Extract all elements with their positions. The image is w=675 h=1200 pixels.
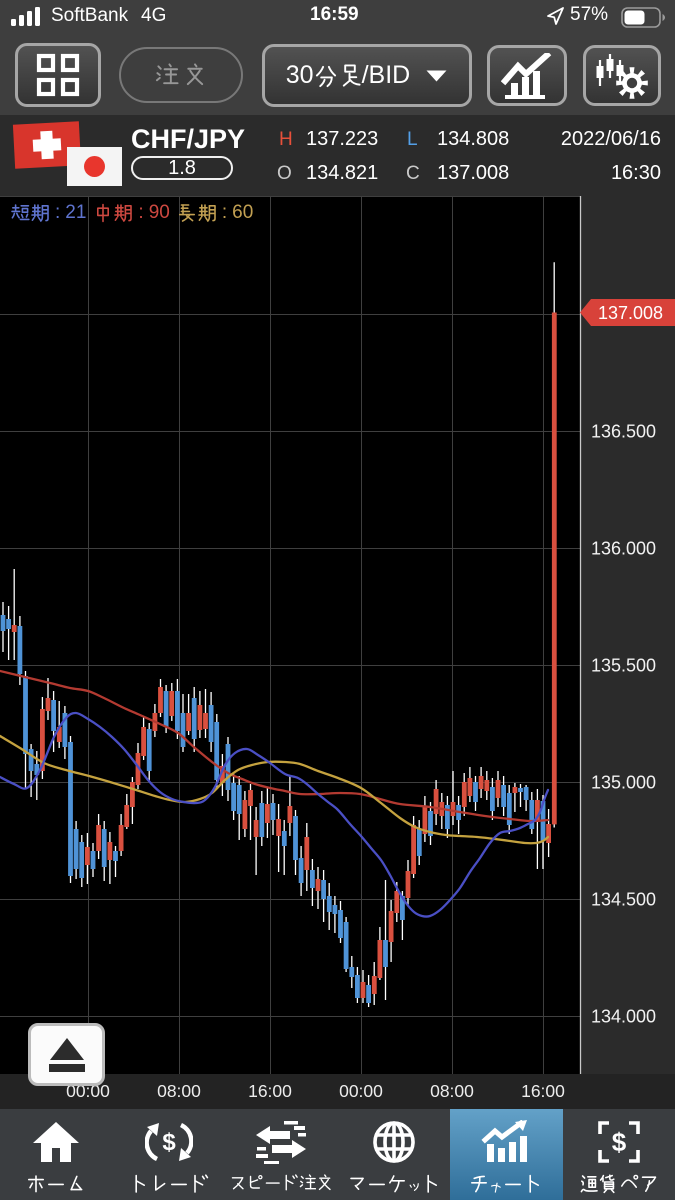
svg-text:135.000: 135.000 bbox=[591, 773, 656, 793]
svg-text:134.000: 134.000 bbox=[591, 1007, 656, 1027]
svg-text:$: $ bbox=[612, 1127, 627, 1157]
svg-text:134.500: 134.500 bbox=[591, 890, 656, 910]
svg-text:137.008: 137.008 bbox=[598, 303, 663, 323]
svg-text:135.500: 135.500 bbox=[591, 656, 656, 676]
svg-text:136.500: 136.500 bbox=[591, 422, 656, 442]
svg-text:$: $ bbox=[162, 1129, 176, 1156]
svg-text:136.000: 136.000 bbox=[591, 539, 656, 559]
